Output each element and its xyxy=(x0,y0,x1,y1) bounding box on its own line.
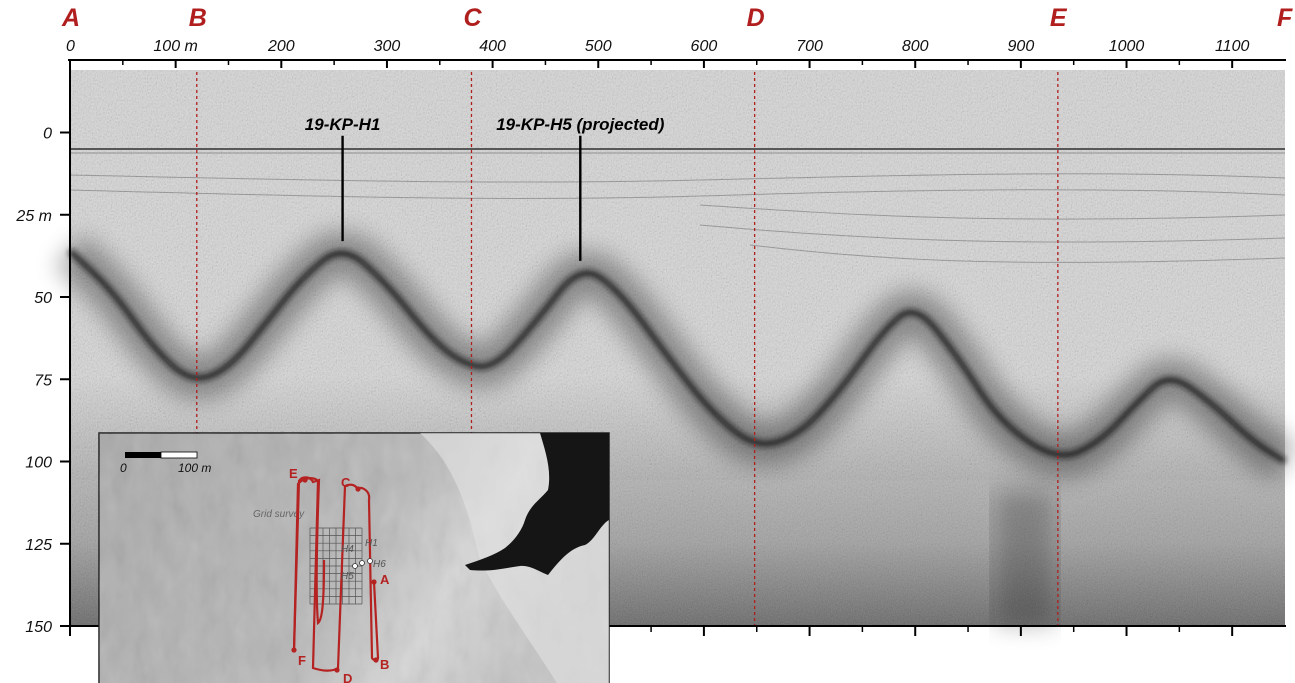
inset-hole-label-h5: H5 xyxy=(341,571,354,582)
y-tick-label: 75 xyxy=(34,372,52,389)
x-tick-label: 1100 xyxy=(1215,38,1250,55)
survey-tracks xyxy=(292,476,380,672)
y-tick-label: 25 m xyxy=(15,208,52,225)
x-tick-label: 300 xyxy=(374,38,401,55)
basement-reflector xyxy=(67,248,1287,465)
inset-track-label-b: B xyxy=(380,657,389,672)
scale-zero-label: 0 xyxy=(120,461,127,475)
section-letter: B xyxy=(189,4,207,32)
section-divider-lines xyxy=(196,72,1059,626)
borehole-markers: 19-KP-H1 19-KP-H5 (projected) xyxy=(305,115,665,261)
y-tick-label: 100 xyxy=(25,455,52,472)
y-tick-label: 50 xyxy=(34,290,52,307)
lake-shape xyxy=(465,433,609,575)
x-tick-label: 900 xyxy=(1008,38,1035,55)
scale-end-label: 100 m xyxy=(178,461,211,475)
y-tick-label: 150 xyxy=(25,619,52,636)
x-tick-label: 800 xyxy=(902,38,929,55)
section-letter: C xyxy=(463,4,482,32)
x-axis-ticks: 0 100 m 200 300 400 500 600 700 800 900 1000 1100 xyxy=(66,38,1249,636)
x-tick-label: 400 xyxy=(479,38,506,55)
seismic-profile-panel xyxy=(55,70,1295,626)
borehole-label: 19-KP-H5 (projected) xyxy=(496,115,664,134)
x-tick-label: 600 xyxy=(691,38,718,55)
y-axis-ticks: 0 25 m 50 75 100 125 150 xyxy=(15,126,70,636)
inset-track-label-a: A xyxy=(380,572,390,587)
section-letter: D xyxy=(747,4,765,32)
track-end-points xyxy=(291,477,379,673)
section-letters: A B C D E F xyxy=(61,4,1293,32)
inset-track-label-d: D xyxy=(343,671,352,683)
section-letter: F xyxy=(1277,4,1293,32)
section-letter: A xyxy=(61,4,80,32)
inset-track-label-f: F xyxy=(298,653,306,668)
x-tick-label: 100 m xyxy=(153,38,197,55)
x-tick-label: 200 xyxy=(267,38,295,55)
inset-scale-bar: 0 100 m xyxy=(120,451,211,475)
inset-track-label-e: E xyxy=(289,466,298,481)
location-inset-map: 0 100 m Grid survey E C A F D B xyxy=(98,432,610,683)
x-tick-label: 500 xyxy=(585,38,612,55)
x-tick-label: 1000 xyxy=(1109,38,1145,55)
x-tick-label: 0 xyxy=(66,38,75,55)
inset-hole-label-h4: H4 xyxy=(341,544,354,555)
inset-hole-label-h1: H1 xyxy=(365,538,378,549)
inset-hole-label-h6: H6 xyxy=(373,559,386,570)
section-letter: E xyxy=(1050,4,1068,32)
x-tick-label: 700 xyxy=(796,38,823,55)
y-tick-label: 125 xyxy=(25,537,52,554)
inset-holes xyxy=(352,558,373,569)
y-tick-label: 0 xyxy=(43,126,52,143)
inset-track-label-c: C xyxy=(341,475,351,490)
borehole-label: 19-KP-H1 xyxy=(305,115,381,134)
grid-survey-label: Grid survey xyxy=(253,509,305,520)
